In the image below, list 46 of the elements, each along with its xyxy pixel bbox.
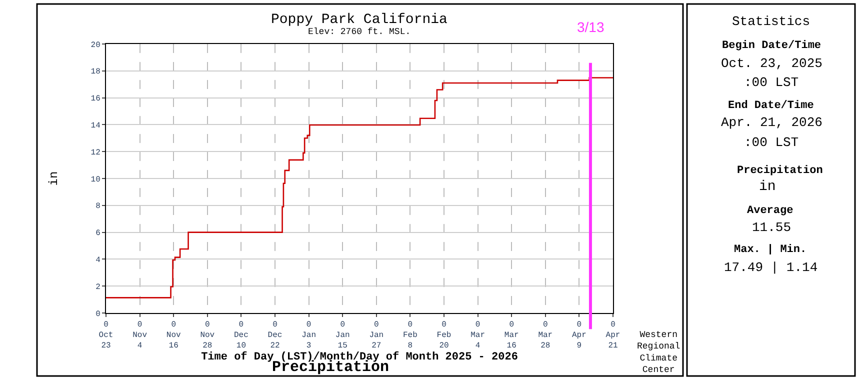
x-tick-label: 0 Oct 23 (98, 320, 114, 350)
ref-line-label: 3/13 (577, 19, 604, 35)
y-tick-label: 6 (96, 229, 101, 238)
text: 17.49 | 1.14 (724, 260, 818, 275)
x-tick-label: 0 Feb 20 (436, 320, 452, 350)
x-tick-label: 0 Feb 8 (402, 320, 418, 350)
x-tick-label: 0 Nov 28 (200, 320, 215, 350)
chart-title: Poppy Park California (271, 12, 448, 28)
y-tick-label: 20 (90, 40, 101, 50)
y-tick-label: 2 (96, 282, 101, 292)
x-tick-label: 0 Apr 9 (572, 320, 587, 350)
chart-subtitle: Elev: 2760 ft. MSL. (308, 27, 411, 37)
x-tick-label: 0 Nov 16 (166, 320, 181, 350)
x-tick-label: 0 Dec 10 (234, 320, 249, 350)
text: Begin Date/Time (722, 40, 822, 52)
y-tick-label: 0 (96, 310, 101, 319)
x-tick-label: 0 Jan 15 (335, 320, 350, 350)
text: Average (747, 205, 794, 217)
x-tick-label: 0 Apr 21 (606, 320, 620, 350)
x-tick-label: 0 Dec 22 (268, 320, 282, 350)
x-tick-label: 0 Jan 27 (369, 320, 384, 350)
y-tick-label: 4 (96, 256, 101, 265)
text: Oct. 23, 2025 (721, 56, 822, 71)
text: Precipitation (737, 165, 823, 177)
y-axis-title: in (47, 171, 62, 186)
text: Apr. 21, 2026 (721, 115, 822, 130)
text: in (759, 179, 776, 195)
text: Statistics (732, 14, 810, 29)
y-tick-label: 8 (96, 202, 101, 212)
x-tick-label: 0 Nov 4 (132, 320, 148, 350)
x-tick-label: 0 Mar 16 (504, 320, 519, 350)
y-tick-label: 14 (90, 122, 101, 130)
text: Max. | Min. (734, 244, 807, 256)
text: Western Regional Climate Center (637, 330, 680, 376)
y-tick-label: 18 (90, 68, 101, 77)
y-tick-label: 10 (90, 175, 101, 184)
x-tick-label: 0 Jan 3 (302, 320, 316, 350)
x-tick-label: 0 Mar 28 (538, 320, 553, 350)
text: :00 LST (744, 135, 799, 150)
text: Precipitation (272, 359, 390, 376)
text: :00 LST (744, 75, 799, 90)
text: End Date/Time (728, 100, 814, 112)
x-tick-label: 0 Mar 4 (470, 320, 486, 350)
y-tick-label: 12 (90, 148, 101, 158)
text: 11.55 (752, 220, 792, 235)
y-tick-label: 16 (90, 94, 101, 104)
